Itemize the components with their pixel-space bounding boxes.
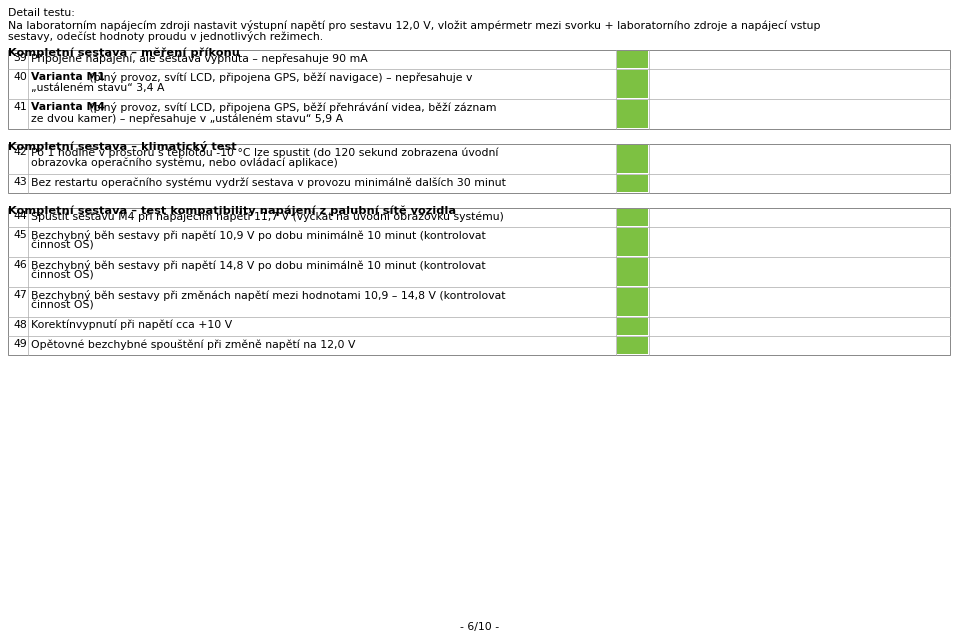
Text: - 6/10 -: - 6/10 - [461, 622, 499, 632]
Text: Bezchybný běh sestavy při napětí 14,8 V po dobu minimálně 10 minut (kontrolovat: Bezchybný běh sestavy při napětí 14,8 V … [31, 260, 486, 271]
Text: 49: 49 [13, 339, 27, 349]
Text: obrazovka operačního systému, nebo ovládací aplikace): obrazovka operačního systému, nebo ovlád… [31, 158, 338, 169]
Text: Opětovné bezchybné spouštění při změně napětí na 12,0 V: Opětovné bezchybné spouštění při změně n… [31, 339, 355, 350]
Text: Varianta M1: Varianta M1 [31, 72, 105, 82]
Text: Spustit sestavu M4 při napájecím napětí 11,7 V (vyčkat na úvodní obrazovku systé: Spustit sestavu M4 při napájecím napětí … [31, 211, 504, 222]
Text: 40: 40 [13, 72, 27, 82]
Text: 39: 39 [13, 53, 27, 63]
Bar [8, 144, 950, 193]
Text: Na laboratorním napájecím zdroji nastavit výstupní napětí pro sestavu 12,0 V, vl: Na laboratorním napájecím zdroji nastavi… [8, 20, 821, 31]
Bar [617, 145, 648, 173]
Text: 45: 45 [13, 230, 27, 240]
Bar [617, 70, 648, 98]
Text: (plný provoz, svítí LCD, připojena GPS, běží přehrávání videa, běží záznam: (plný provoz, svítí LCD, připojena GPS, … [86, 102, 496, 113]
Bar [617, 337, 648, 354]
Bar [617, 288, 648, 316]
Text: Varianta M4: Varianta M4 [31, 102, 105, 112]
Text: Kompletní sestava – test kompatibility napájení z palubní sítě vozidla: Kompletní sestava – test kompatibility n… [8, 205, 456, 215]
Text: činnost OS): činnost OS) [31, 241, 94, 251]
Bar [617, 100, 648, 128]
Text: Kompletní sestava – klimatický test: Kompletní sestava – klimatický test [8, 141, 236, 152]
Text: 46: 46 [13, 260, 27, 270]
Text: 44: 44 [13, 211, 27, 221]
Bar [617, 318, 648, 335]
Text: „ustáleném stavu“ 3,4 A: „ustáleném stavu“ 3,4 A [31, 83, 164, 93]
Text: 43: 43 [13, 177, 27, 187]
Text: činnost OS): činnost OS) [31, 301, 94, 311]
Text: Kompletní sestava – měření příkonu: Kompletní sestava – měření příkonu [8, 47, 240, 58]
Text: 41: 41 [13, 102, 27, 112]
Text: Po 1 hodině v prostoru s teplotou -10 °C lze spustit (do 120 sekund zobrazena úv: Po 1 hodině v prostoru s teplotou -10 °C… [31, 147, 498, 157]
Text: Korektínvypnutí při napětí cca +10 V: Korektínvypnutí při napětí cca +10 V [31, 320, 232, 330]
Text: Detail testu:: Detail testu: [8, 8, 75, 18]
Bar [8, 50, 950, 129]
Bar [617, 258, 648, 286]
Bar [617, 228, 648, 256]
Text: ze dvou kamer) – nepřesahuje v „ustáleném stavu“ 5,9 A: ze dvou kamer) – nepřesahuje v „ustálené… [31, 113, 343, 123]
Text: Připojené napájení, ale sestava vypnuta – nepřesahuje 90 mA: Připojené napájení, ale sestava vypnuta … [31, 53, 368, 63]
Bar [8, 208, 950, 355]
Text: 42: 42 [13, 147, 27, 157]
Text: činnost OS): činnost OS) [31, 271, 94, 281]
Bar [617, 51, 648, 68]
Text: (plný provoz, svítí LCD, připojena GPS, běží navigace) – nepřesahuje v: (plný provoz, svítí LCD, připojena GPS, … [86, 72, 472, 83]
Bar [617, 175, 648, 192]
Text: 47: 47 [13, 290, 27, 300]
Text: Bez restartu operačního systému vydrží sestava v provozu minimálně dalších 30 mi: Bez restartu operačního systému vydrží s… [31, 177, 506, 187]
Text: 48: 48 [13, 320, 27, 330]
Bar [617, 209, 648, 226]
Text: sestavy, odečíst hodnoty proudu v jednotlivých režimech.: sestavy, odečíst hodnoty proudu v jednot… [8, 31, 324, 42]
Text: Bezchybný běh sestavy při změnách napětí mezi hodnotami 10,9 – 14,8 V (kontrolov: Bezchybný běh sestavy při změnách napětí… [31, 290, 506, 301]
Text: Bezchybný běh sestavy při napětí 10,9 V po dobu minimálně 10 minut (kontrolovat: Bezchybný běh sestavy při napětí 10,9 V … [31, 230, 486, 241]
